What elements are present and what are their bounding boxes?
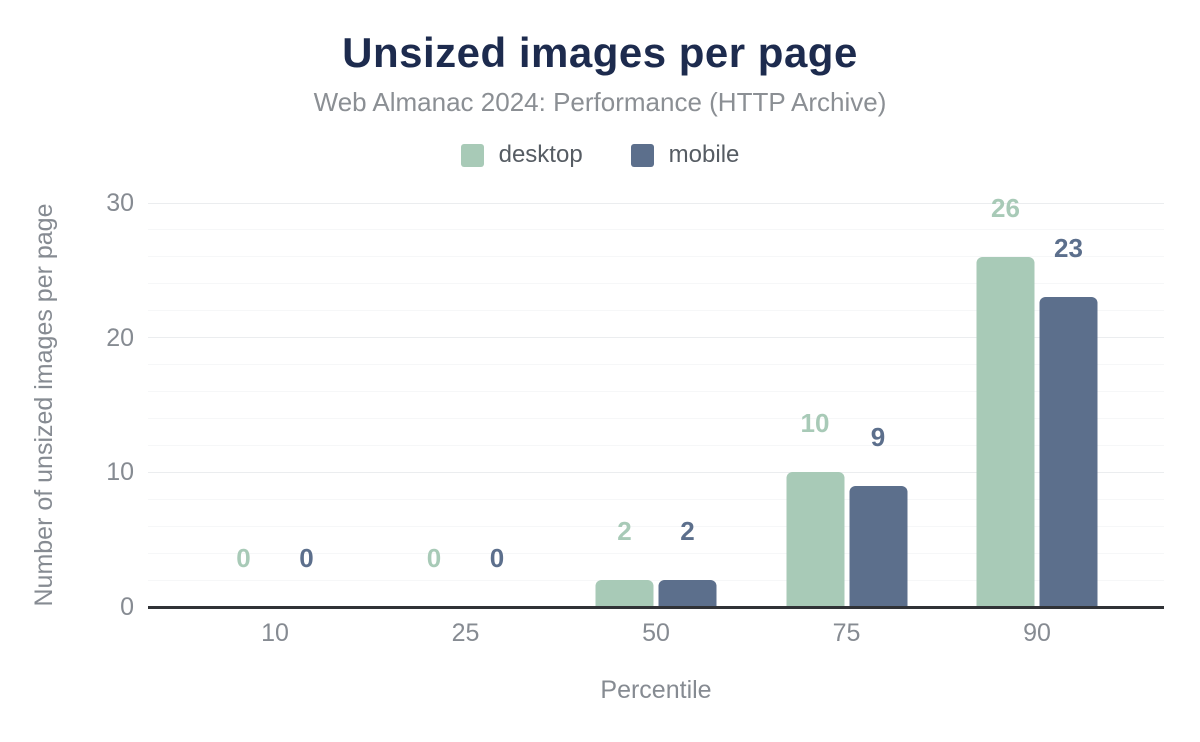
desktop-value-label: 2 <box>617 516 632 547</box>
bar-group-10: 0 0 10 <box>215 203 336 647</box>
desktop-bar[interactable] <box>595 580 654 607</box>
minor-gridline <box>148 364 1164 366</box>
x-axis-tick-label: 10 <box>261 619 289 647</box>
bar-group-50: 2 2 50 <box>595 203 717 647</box>
desktop-bar[interactable] <box>976 256 1035 607</box>
y-axis-tick-label: 30 <box>106 189 134 217</box>
desktop-bar-column: 2 <box>595 203 654 607</box>
x-axis-tick-label: 25 <box>451 619 480 647</box>
chart-subtitle: Web Almanac 2024: Performance (HTTP Arch… <box>313 87 887 117</box>
desktop-bar-column: 0 <box>405 203 463 607</box>
x-axis-tick-label: 90 <box>1023 619 1051 647</box>
minor-gridline <box>148 283 1164 285</box>
minor-gridline <box>148 391 1164 393</box>
plot-area: 0 10 20 30 0 0 10 0 0 25 2 2 50 10 9 75 26 23 90 <box>106 189 1164 647</box>
bar-group-25: 0 0 25 <box>405 203 526 647</box>
desktop-bar-column: 10 <box>786 203 844 607</box>
mobile-value-label: 0 <box>489 543 505 573</box>
mobile-bar[interactable] <box>658 580 717 607</box>
desktop-bar-column: 0 <box>215 203 273 607</box>
y-axis-title: Number of unsized images per page <box>30 203 58 607</box>
mobile-value-label: 0 <box>299 543 314 573</box>
major-gridline <box>148 471 1164 473</box>
desktop-value-label: 26 <box>991 192 1020 223</box>
minor-gridline <box>148 579 1164 581</box>
minor-gridline <box>148 417 1164 419</box>
y-axis-tick-label: 0 <box>120 593 134 621</box>
minor-gridline <box>148 229 1164 231</box>
major-gridline <box>148 202 1164 204</box>
desktop-value-label: 10 <box>800 408 830 439</box>
mobile-value-label: 2 <box>680 516 695 547</box>
minor-gridline <box>148 525 1164 527</box>
bar-group-90: 26 23 90 <box>976 195 1098 647</box>
desktop-value-label: 0 <box>236 543 251 573</box>
y-axis-tick-label: 20 <box>106 323 134 352</box>
minor-gridline <box>148 444 1164 446</box>
mobile-value-label: 9 <box>870 421 886 452</box>
desktop-bar-column: 26 <box>976 195 1035 607</box>
mobile-bar-column: 0 <box>278 203 336 607</box>
mobile-bar-column: 0 <box>468 203 526 607</box>
x-axis-tick-label: 50 <box>642 619 670 647</box>
major-gridline <box>148 337 1164 339</box>
minor-gridline <box>148 552 1164 554</box>
chart-title: Unsized images per page <box>342 29 858 76</box>
x-axis-title: Percentile <box>600 676 712 704</box>
y-axis-tick-label: 10 <box>106 458 134 487</box>
mobile-bar[interactable] <box>1039 297 1098 607</box>
legend-item-desktop[interactable]: desktop <box>460 141 583 168</box>
desktop-bar[interactable] <box>786 472 844 607</box>
mobile-bar-column: 23 <box>1039 203 1098 607</box>
mobile-bar-column: 2 <box>658 203 717 607</box>
mobile-bar[interactable] <box>849 485 907 607</box>
desktop-legend-swatch <box>460 143 484 167</box>
mobile-bar-column: 9 <box>849 203 907 607</box>
minor-gridline <box>148 256 1164 258</box>
mobile-value-label: 23 <box>1054 233 1083 264</box>
desktop-value-label: 0 <box>426 543 442 573</box>
x-axis-line <box>148 606 1164 609</box>
mobile-legend-swatch <box>630 143 654 167</box>
desktop-legend-label: desktop <box>498 141 583 168</box>
bar-group-75: 10 9 75 <box>786 203 907 647</box>
mobile-legend-label: mobile <box>668 141 740 168</box>
minor-gridline <box>148 498 1164 500</box>
x-axis-tick-label: 75 <box>832 619 861 647</box>
legend-item-mobile[interactable]: mobile <box>630 141 740 168</box>
legend: desktop mobile <box>0 142 1200 168</box>
minor-gridline <box>148 310 1164 312</box>
